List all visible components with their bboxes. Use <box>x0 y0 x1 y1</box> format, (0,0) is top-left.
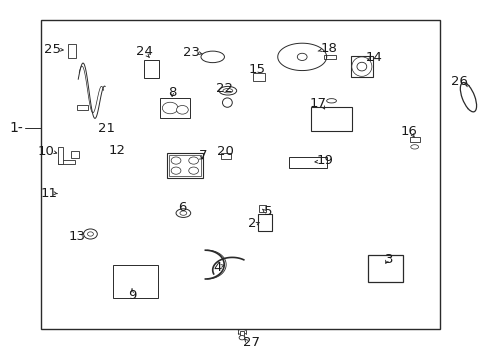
Bar <box>258 205 265 212</box>
Bar <box>253 73 264 81</box>
Bar <box>221 153 230 159</box>
Ellipse shape <box>326 99 336 103</box>
Ellipse shape <box>132 279 140 284</box>
Bar <box>311 107 351 131</box>
Text: 26: 26 <box>450 75 467 87</box>
Polygon shape <box>277 43 326 71</box>
Ellipse shape <box>162 102 178 114</box>
Bar <box>409 137 419 142</box>
Text: 6: 6 <box>178 201 186 214</box>
Text: 16: 16 <box>400 125 417 138</box>
Ellipse shape <box>83 229 97 239</box>
Ellipse shape <box>87 232 93 236</box>
Bar <box>58 160 75 164</box>
Text: 8: 8 <box>167 86 176 99</box>
Bar <box>240 331 244 337</box>
Bar <box>166 153 203 178</box>
Ellipse shape <box>410 145 418 149</box>
Text: 18: 18 <box>320 42 336 55</box>
Text: 21: 21 <box>98 122 115 135</box>
Ellipse shape <box>118 269 153 294</box>
Text: 23: 23 <box>183 46 200 59</box>
Bar <box>113 265 158 298</box>
Text: 3: 3 <box>384 253 393 266</box>
Text: 9: 9 <box>127 289 136 302</box>
Ellipse shape <box>171 167 181 174</box>
Bar <box>350 56 372 77</box>
Bar <box>169 155 201 176</box>
Ellipse shape <box>180 211 186 215</box>
Text: 14: 14 <box>365 51 381 64</box>
Text: 24: 24 <box>136 45 153 58</box>
Bar <box>160 98 189 118</box>
Text: 13: 13 <box>69 230 85 243</box>
Text: 7: 7 <box>199 149 207 162</box>
Ellipse shape <box>219 86 236 95</box>
Ellipse shape <box>171 157 181 164</box>
Bar <box>257 214 272 231</box>
Bar <box>58 147 62 164</box>
Ellipse shape <box>176 209 190 217</box>
Ellipse shape <box>223 89 232 93</box>
Text: 27: 27 <box>243 336 259 349</box>
Text: 11: 11 <box>41 187 58 200</box>
Ellipse shape <box>351 57 371 76</box>
Ellipse shape <box>176 105 188 114</box>
Bar <box>41 20 439 329</box>
Bar <box>144 60 159 78</box>
Ellipse shape <box>297 53 306 60</box>
Text: 22: 22 <box>216 82 233 95</box>
Bar <box>324 55 336 59</box>
Ellipse shape <box>188 157 198 164</box>
Text: 2: 2 <box>247 217 256 230</box>
Text: 17: 17 <box>309 97 325 110</box>
Ellipse shape <box>222 98 232 107</box>
Text: 10: 10 <box>38 145 54 158</box>
Text: 5: 5 <box>263 205 272 218</box>
Text: 20: 20 <box>216 145 233 158</box>
Bar <box>367 255 402 282</box>
Text: 12: 12 <box>109 144 125 157</box>
Text: 19: 19 <box>316 154 333 167</box>
Bar <box>68 44 76 58</box>
Ellipse shape <box>356 62 366 71</box>
Bar <box>288 157 326 168</box>
Ellipse shape <box>188 167 198 174</box>
Ellipse shape <box>239 336 244 340</box>
Ellipse shape <box>201 51 224 63</box>
Text: 4: 4 <box>212 261 221 274</box>
Bar <box>71 151 79 158</box>
Text: 25: 25 <box>44 43 61 56</box>
Text: 1-: 1- <box>10 121 23 135</box>
Text: 15: 15 <box>248 63 265 76</box>
Ellipse shape <box>459 82 476 112</box>
Bar <box>77 105 88 110</box>
